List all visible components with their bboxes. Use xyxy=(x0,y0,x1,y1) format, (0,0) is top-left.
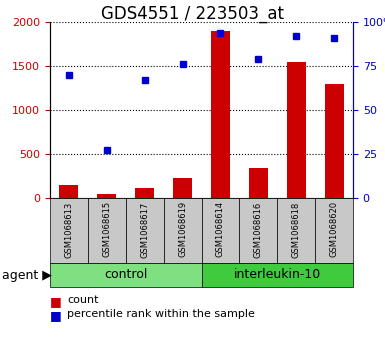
Bar xyxy=(249,168,268,198)
Bar xyxy=(239,198,277,263)
Bar xyxy=(50,198,88,263)
Text: ■: ■ xyxy=(50,295,62,308)
Bar xyxy=(164,198,201,263)
Text: interleukin-10: interleukin-10 xyxy=(234,269,321,281)
Bar xyxy=(59,185,79,198)
Text: GSM1068620: GSM1068620 xyxy=(330,201,338,257)
Bar xyxy=(325,83,343,198)
Bar xyxy=(201,263,353,287)
Text: GSM1068613: GSM1068613 xyxy=(64,201,74,257)
Text: ■: ■ xyxy=(50,309,62,322)
Bar xyxy=(135,188,154,198)
Text: GDS4551 / 223503_at: GDS4551 / 223503_at xyxy=(101,5,284,23)
Text: GSM1068619: GSM1068619 xyxy=(178,201,187,257)
Text: percentile rank within the sample: percentile rank within the sample xyxy=(67,309,255,319)
Text: GSM1068614: GSM1068614 xyxy=(216,201,225,257)
Text: count: count xyxy=(67,295,99,305)
Bar xyxy=(126,198,164,263)
Bar xyxy=(201,198,239,263)
Text: GSM1068615: GSM1068615 xyxy=(102,201,111,257)
Bar xyxy=(50,263,201,287)
Bar xyxy=(97,195,116,198)
Text: GSM1068617: GSM1068617 xyxy=(140,201,149,257)
Text: agent ▶: agent ▶ xyxy=(2,269,52,281)
Text: GSM1068618: GSM1068618 xyxy=(292,201,301,257)
Bar xyxy=(277,198,315,263)
Bar xyxy=(287,62,306,198)
Bar xyxy=(173,178,192,198)
Bar xyxy=(211,31,230,198)
Bar xyxy=(88,198,126,263)
Bar xyxy=(315,198,353,263)
Text: GSM1068616: GSM1068616 xyxy=(254,201,263,257)
Text: control: control xyxy=(104,269,147,281)
